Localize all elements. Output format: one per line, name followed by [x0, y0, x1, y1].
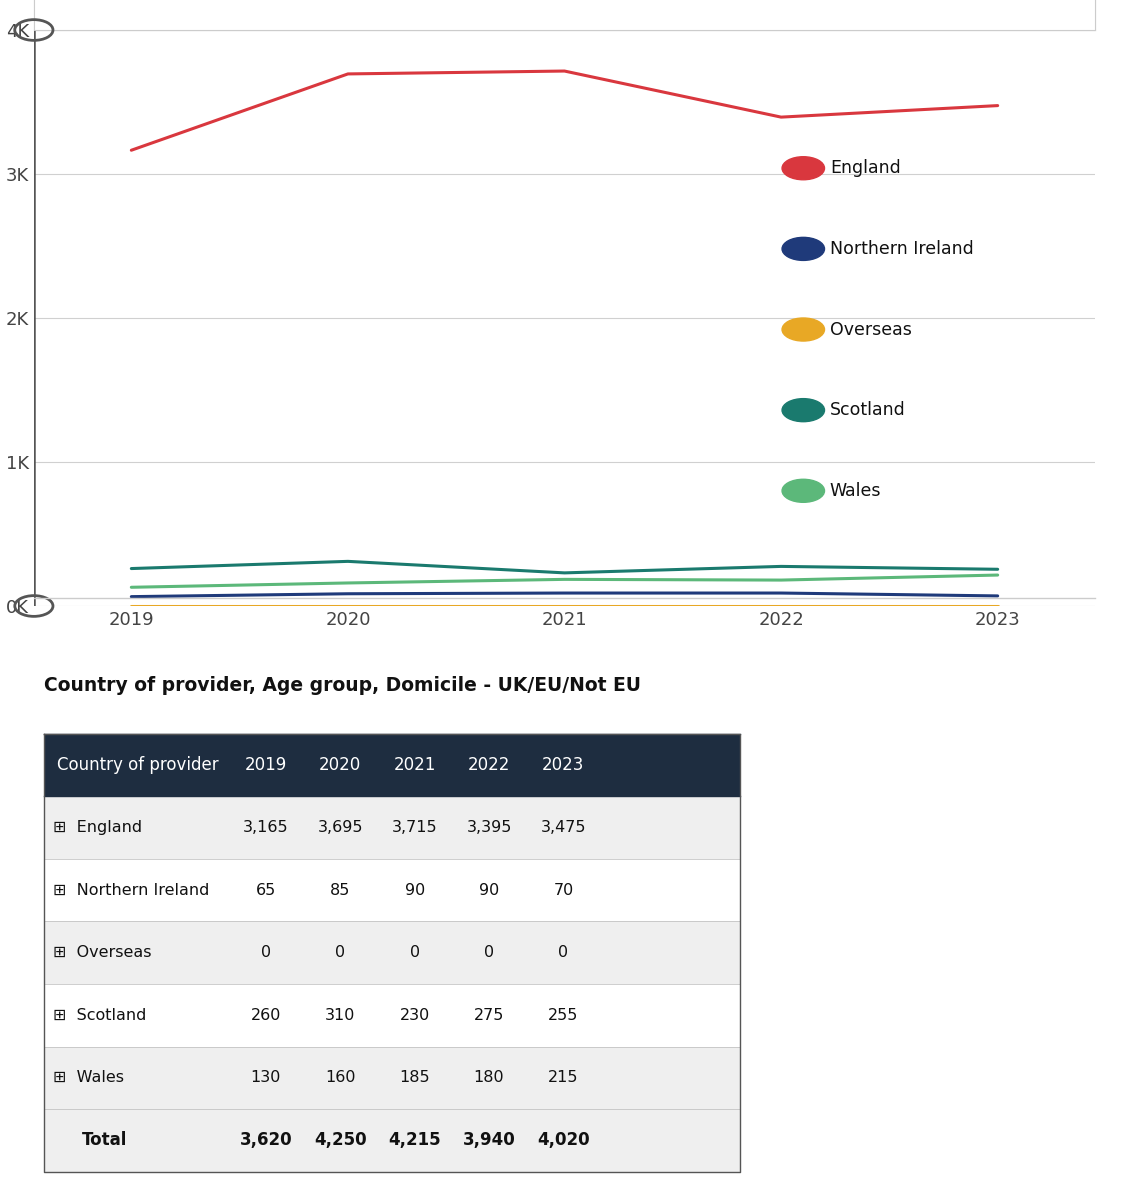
Text: 2020: 2020: [320, 756, 361, 774]
Text: Country of provider: Country of provider: [58, 756, 219, 774]
Text: 260: 260: [251, 1008, 281, 1022]
Text: Number of accepted applicants: Number of accepted applicants: [61, 0, 431, 16]
Circle shape: [782, 157, 824, 180]
Text: 0: 0: [261, 946, 271, 960]
Text: 3,695: 3,695: [317, 820, 364, 835]
Text: 0: 0: [410, 946, 420, 960]
Circle shape: [782, 479, 824, 503]
Text: Total: Total: [81, 1132, 126, 1150]
Text: 3,165: 3,165: [243, 820, 289, 835]
Text: 2019: 2019: [245, 756, 287, 774]
Text: 2023: 2023: [542, 756, 585, 774]
Text: 4,020: 4,020: [537, 1132, 589, 1150]
Text: ⊞  Wales: ⊞ Wales: [53, 1070, 124, 1085]
Text: 3,475: 3,475: [541, 820, 586, 835]
Text: 3,715: 3,715: [392, 820, 437, 835]
Text: 230: 230: [400, 1008, 430, 1022]
Text: England: England: [830, 160, 901, 178]
FancyBboxPatch shape: [44, 1109, 739, 1171]
FancyBboxPatch shape: [34, 0, 1095, 30]
Text: 0: 0: [335, 946, 345, 960]
Circle shape: [782, 238, 824, 260]
Text: 90: 90: [404, 883, 425, 898]
Text: ⊞  Scotland: ⊞ Scotland: [53, 1008, 147, 1022]
FancyBboxPatch shape: [44, 1046, 739, 1109]
Text: ⊞  Overseas: ⊞ Overseas: [53, 946, 151, 960]
Text: 180: 180: [474, 1070, 505, 1085]
Text: Northern Ireland: Northern Ireland: [830, 240, 973, 258]
Text: 4,250: 4,250: [314, 1132, 367, 1150]
Text: 3,940: 3,940: [463, 1132, 516, 1150]
Text: 130: 130: [251, 1070, 281, 1085]
Text: 215: 215: [549, 1070, 579, 1085]
Text: 2021: 2021: [393, 756, 436, 774]
Text: 0: 0: [559, 946, 569, 960]
Text: 3,395: 3,395: [466, 820, 511, 835]
Text: Overseas: Overseas: [830, 320, 912, 338]
Text: 160: 160: [325, 1070, 356, 1085]
Text: ∨: ∨: [1052, 0, 1068, 14]
Text: ⊞  England: ⊞ England: [53, 820, 142, 835]
Text: 255: 255: [549, 1008, 578, 1022]
Circle shape: [782, 318, 824, 341]
Text: 85: 85: [330, 883, 350, 898]
FancyBboxPatch shape: [44, 859, 739, 922]
Text: 70: 70: [553, 883, 574, 898]
Text: 0: 0: [484, 946, 495, 960]
FancyBboxPatch shape: [44, 797, 739, 859]
Text: Wales: Wales: [830, 481, 882, 499]
Text: 2022: 2022: [467, 756, 510, 774]
Text: 185: 185: [400, 1070, 430, 1085]
Text: 65: 65: [256, 883, 275, 898]
Text: ⊞  Northern Ireland: ⊞ Northern Ireland: [53, 883, 209, 898]
Circle shape: [782, 398, 824, 421]
Text: 275: 275: [474, 1008, 505, 1022]
FancyBboxPatch shape: [44, 922, 739, 984]
FancyBboxPatch shape: [44, 984, 739, 1046]
Text: 4,215: 4,215: [388, 1132, 441, 1150]
Text: 90: 90: [479, 883, 499, 898]
FancyBboxPatch shape: [44, 734, 739, 797]
Text: 3,620: 3,620: [239, 1132, 292, 1150]
Text: 310: 310: [325, 1008, 356, 1022]
Text: Country of provider, Age group, Domicile - UK/EU/Not EU: Country of provider, Age group, Domicile…: [44, 677, 641, 696]
Text: Scotland: Scotland: [830, 401, 905, 419]
